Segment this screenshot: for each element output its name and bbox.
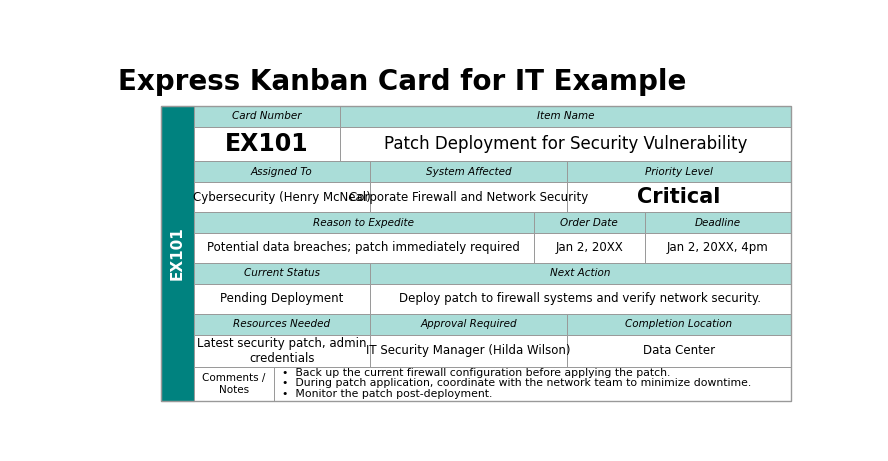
Bar [194,106,340,127]
Bar [274,366,791,402]
Bar [161,106,194,402]
Text: Deadline: Deadline [694,218,741,228]
Bar [369,182,567,212]
Bar [194,335,369,366]
Text: Next Action: Next Action [551,268,611,278]
Bar [194,233,534,263]
Bar [194,313,369,335]
Text: Assigned To: Assigned To [250,167,313,177]
Text: Reason to Expedite: Reason to Expedite [313,218,415,228]
Bar [340,127,791,161]
Bar [534,233,645,263]
Text: •  Back up the current firewall configuration before applying the patch.: • Back up the current firewall configura… [282,368,670,378]
Text: •  Monitor the patch post-deployment.: • Monitor the patch post-deployment. [282,389,493,399]
Bar [534,212,645,233]
Text: Patch Deployment for Security Vulnerability: Patch Deployment for Security Vulnerabil… [384,135,747,153]
Text: Corporate Firewall and Network Security: Corporate Firewall and Network Security [349,190,588,204]
Bar [369,313,567,335]
Bar [369,161,567,182]
Bar [194,161,369,182]
Text: Express Kanban Card for IT Example: Express Kanban Card for IT Example [118,68,686,96]
Text: Deploy patch to firewall systems and verify network security.: Deploy patch to firewall systems and ver… [400,292,761,305]
Bar [369,284,791,313]
Text: Potential data breaches; patch immediately required: Potential data breaches; patch immediate… [208,242,520,254]
Text: Current Status: Current Status [243,268,320,278]
Text: System Affected: System Affected [425,167,511,177]
Bar [194,212,534,233]
Text: Jan 2, 20XX, 4pm: Jan 2, 20XX, 4pm [667,242,769,254]
Text: EX101: EX101 [225,132,308,156]
Text: Priority Level: Priority Level [645,167,713,177]
Bar [567,182,791,212]
Bar [567,161,791,182]
Bar [567,335,791,366]
Text: Pending Deployment: Pending Deployment [220,292,344,305]
Bar [645,212,791,233]
Bar [567,313,791,335]
Text: Latest security patch, admin
credentials: Latest security patch, admin credentials [197,337,367,365]
Text: Order Date: Order Date [560,218,618,228]
Bar [340,106,791,127]
Bar [194,127,340,161]
Text: Cybersecurity (Henry McNeal): Cybersecurity (Henry McNeal) [193,190,370,204]
Text: Item Name: Item Name [536,112,594,121]
Text: IT Security Manager (Hilda Wilson): IT Security Manager (Hilda Wilson) [366,344,571,357]
Text: Jan 2, 20XX: Jan 2, 20XX [556,242,623,254]
Text: Resources Needed: Resources Needed [234,319,330,329]
Bar [369,335,567,366]
Text: Comments /
Notes: Comments / Notes [202,373,266,395]
Text: Critical: Critical [638,187,721,207]
Bar [194,263,369,284]
Text: Data Center: Data Center [643,344,715,357]
Text: •  During patch application, coordinate with the network team to minimize downti: • During patch application, coordinate w… [282,378,752,389]
Text: EX101: EX101 [170,227,185,280]
Text: Completion Location: Completion Location [625,319,733,329]
Bar [194,182,369,212]
Bar [645,233,791,263]
Text: Card Number: Card Number [232,112,302,121]
Bar [369,263,791,284]
Text: Approval Required: Approval Required [420,319,517,329]
Bar [194,366,274,402]
Bar [161,106,791,402]
Bar [194,284,369,313]
